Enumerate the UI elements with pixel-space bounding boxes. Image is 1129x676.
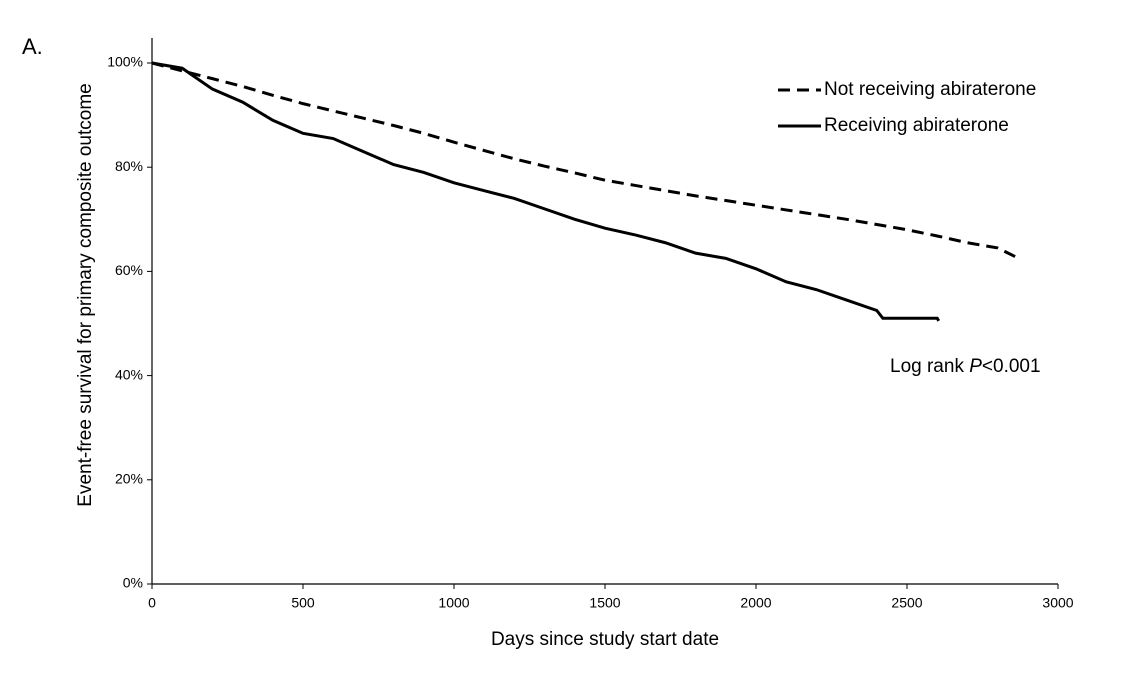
y-tick-label: 80% [115, 158, 143, 174]
x-axis-label: Days since study start date [491, 629, 719, 650]
y-tick-label: 100% [107, 54, 143, 70]
survival-line [151, 61, 941, 322]
annotation-text: P [969, 356, 982, 377]
y-axis-label: Event-free survival for primary composit… [75, 83, 96, 506]
annotation-text: <0.001 [982, 356, 1041, 377]
x-tick-label: 0 [148, 595, 156, 611]
legend-label: Receiving abiraterone [824, 115, 1009, 136]
survival-line [151, 61, 1020, 260]
y-tick-label: 20% [115, 471, 143, 487]
y-tick-label: 0% [123, 575, 143, 591]
annotation: Log rank P<0.001 [890, 356, 1041, 377]
annotation-text: Log rank [890, 356, 969, 377]
x-tick-label: 500 [291, 595, 315, 611]
y-tick-label: 60% [115, 262, 143, 278]
x-tick-label: 1000 [438, 595, 469, 611]
x-tick-label: 1500 [589, 595, 620, 611]
x-tick-label: 2500 [891, 595, 922, 611]
x-tick-label: 3000 [1042, 595, 1073, 611]
panel-label: A. [22, 34, 43, 59]
y-tick-label: 40% [115, 366, 143, 382]
x-tick-label: 2000 [740, 595, 771, 611]
legend-label: Not receiving abiraterone [824, 79, 1036, 100]
